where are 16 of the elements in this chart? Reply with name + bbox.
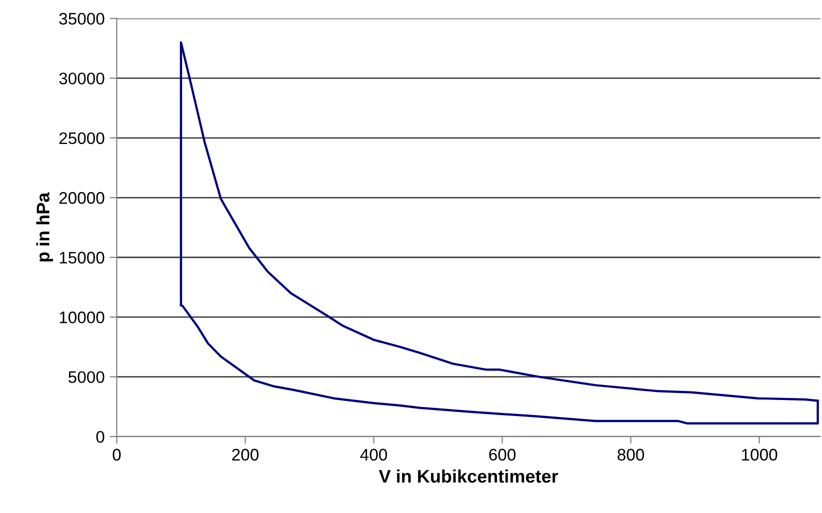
x-tick-label: 800: [618, 448, 644, 461]
y-axis-title: p in hPa: [36, 192, 54, 262]
x-tick-label: 400: [360, 448, 388, 461]
y-tick-label: 5000: [68, 371, 104, 384]
x-tick-label: 1000: [742, 448, 778, 461]
x-tick-label: 0: [112, 448, 121, 461]
y-tick-label: 10000: [60, 312, 104, 324]
y-tick-label: 35000: [59, 12, 104, 25]
x-axis-title: V in Kubikcentimeter: [378, 469, 558, 483]
x-tick-label: 600: [489, 448, 516, 461]
y-tick-label: 15000: [60, 252, 104, 264]
y-tick-label: 30000: [59, 72, 104, 84]
y-tick-label: 25000: [59, 132, 104, 144]
x-tick-label: 200: [232, 448, 258, 461]
y-tick-label: 0: [96, 430, 104, 443]
y-tick-label: 20000: [59, 192, 104, 204]
